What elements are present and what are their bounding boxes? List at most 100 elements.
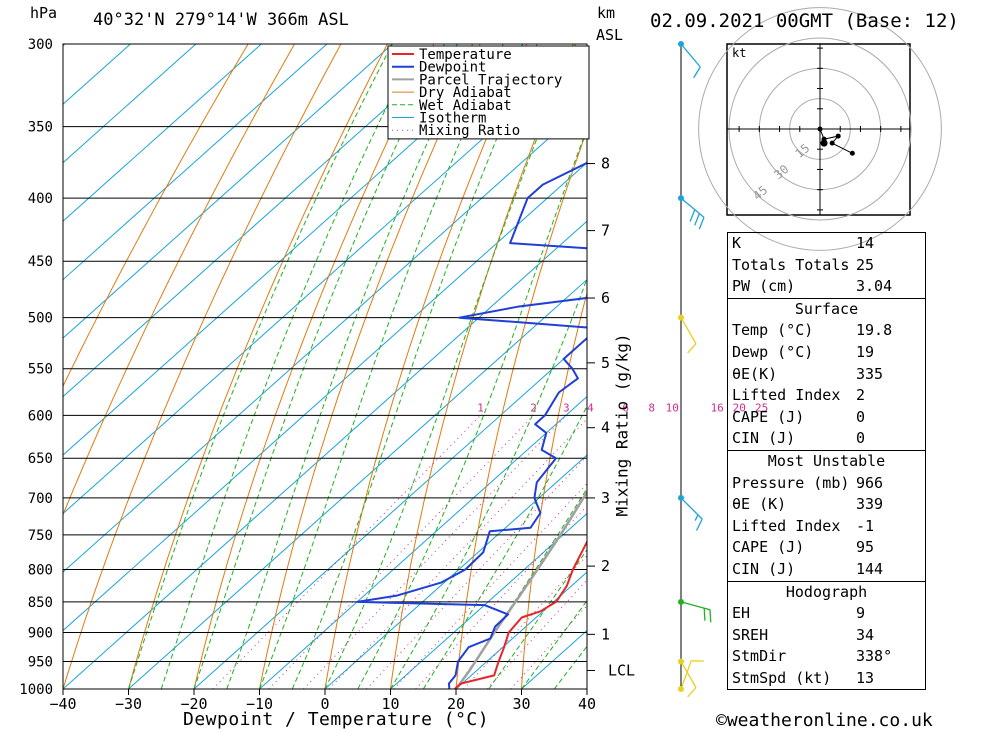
mixing-ratio-line [415, 505, 587, 689]
hodograph-unit-label: kt [732, 46, 746, 60]
index-label: StmDir [732, 647, 787, 666]
mixing-ratio-axis-title: Mixing Ratio (g/kg) [612, 333, 632, 517]
x-tick-label: −10 [246, 695, 273, 713]
x-axis-title: Dewpoint / Temperature (°C) [183, 709, 490, 730]
height-unit-label-2: ASL [596, 26, 624, 44]
index-label: CIN (J) [732, 429, 796, 448]
temperature-line [454, 539, 587, 689]
isotherm-line [128, 278, 587, 689]
index-row: Lifted Index 2 [728, 385, 925, 407]
pressure-tick-label: 550 [28, 362, 53, 378]
height-tick-label: 7 [601, 222, 610, 240]
dewpoint-line [356, 161, 587, 689]
x-tick-label: 20 [447, 695, 465, 713]
legend-label: Dewpoint [419, 60, 486, 76]
mixing-ratio-line [393, 482, 587, 689]
index-value: 34 [856, 625, 875, 644]
index-row: StmSpd (kt) 13 [728, 668, 925, 690]
mixing-ratio-line [486, 579, 587, 689]
copyright-link[interactable]: ©weatheronline.co.uk [716, 710, 933, 731]
index-row: CAPE (J) 95 [728, 537, 925, 559]
index-label: Dewp (°C) [732, 342, 814, 361]
isotherm-line [63, 44, 524, 456]
wind-barb-half [694, 514, 699, 521]
index-label: θE (K) [732, 495, 787, 514]
index-value: 0 [856, 429, 866, 448]
index-value: 3.04 [856, 277, 893, 296]
wind-barb-shaft [680, 197, 705, 218]
mixing-ratio-label: 20 [733, 401, 746, 414]
indices-top-box: K 14 Totals Totals 25 PW (cm) 3.04 [727, 232, 926, 299]
index-value: 13 [856, 668, 875, 687]
index-row: K 14 [728, 233, 925, 255]
index-row: Pressure (mb) 966 [728, 473, 925, 495]
x-tick-label: 10 [381, 695, 399, 713]
height-tick-label: 1 [601, 625, 610, 643]
index-value: 2 [856, 386, 866, 405]
legend-label: Isotherm [419, 111, 486, 127]
pressure-tick-label: 400 [28, 191, 53, 207]
pressure-tick-label: 800 [28, 562, 53, 578]
hodograph-point [835, 133, 841, 139]
x-tick-label: −20 [180, 695, 207, 713]
legend-box [387, 45, 590, 140]
hodograph-stats-box: Hodograph EH 9 SREH 34 StmDir 338° StmSpd (… [727, 580, 926, 691]
plot-area [63, 44, 587, 689]
index-row: θE (K) 339 [728, 494, 925, 516]
wind-barb-flag [689, 209, 696, 222]
mixing-ratio-label: 6 [622, 401, 629, 414]
index-label: CAPE (J) [732, 538, 805, 557]
index-label: Lifted Index [732, 516, 841, 535]
index-row: Lifted Index -1 [728, 516, 925, 538]
mixing-ratio-label: 8 [648, 401, 655, 414]
surface-box: Surface Temp (°C) 19.8 Dewp (°C) 19 θE(K) 3… [727, 297, 926, 451]
mixing-ratio-label: 16 [711, 401, 724, 414]
index-value: 339 [856, 495, 884, 514]
index-value: 144 [856, 559, 884, 578]
height-tick-label: 4 [601, 419, 610, 437]
hodograph-point [829, 140, 835, 146]
isotherm-line [63, 45, 587, 515]
height-unit-label: km [597, 4, 616, 22]
height-tick-label: 5 [601, 354, 610, 372]
pressure-tick-label: 1000 [19, 682, 53, 698]
height-tick-label: 3 [601, 489, 610, 507]
wet-adiabat-line [488, 548, 587, 689]
datetime-title: 02.09.2021 00GMT (Base: 12) [650, 10, 959, 32]
x-tick-label: −40 [49, 695, 76, 713]
index-value: 25 [856, 255, 875, 274]
wind-barb-shaft [680, 317, 697, 344]
wet-adiabat-line [259, 44, 504, 689]
pressure-tick-label: 300 [28, 37, 53, 53]
index-value: 0 [856, 407, 866, 426]
pressure-tick-label: 450 [28, 254, 53, 270]
index-label: PW (cm) [732, 277, 796, 296]
legend-label: Mixing Ratio [419, 123, 520, 139]
wind-barb-flag [694, 213, 700, 226]
wind-barb-flag [709, 609, 712, 623]
pressure-tick-label: 900 [28, 626, 53, 642]
pressure-tick-label: 500 [28, 311, 53, 327]
index-value: 966 [856, 473, 884, 492]
isotherm-line [324, 454, 587, 689]
pressure-tick-label: 650 [28, 451, 53, 467]
pressure-tick-label: 850 [28, 595, 53, 611]
isotherm-line [259, 395, 587, 689]
index-label: K [732, 234, 742, 252]
wind-barb-flag [698, 217, 705, 230]
x-tick-label: 40 [578, 695, 596, 713]
pressure-tick-label: 700 [28, 491, 53, 507]
isotherm-line [63, 44, 328, 281]
index-label: θE(K) [732, 364, 778, 383]
wind-barb-shaft [680, 660, 692, 690]
indices-table: K 14 Totals Totals 25 PW (cm) 3.04 Surface … [727, 232, 926, 691]
mixing-ratio-label: 25 [755, 401, 768, 414]
mixing-ratio-label: 1 [477, 401, 484, 414]
isotherm-line [193, 337, 587, 689]
index-value: 19.8 [856, 321, 893, 340]
isotherm-line [455, 571, 587, 689]
mixing-ratio-label: 10 [666, 401, 679, 414]
height-tick-label: 2 [601, 557, 610, 575]
